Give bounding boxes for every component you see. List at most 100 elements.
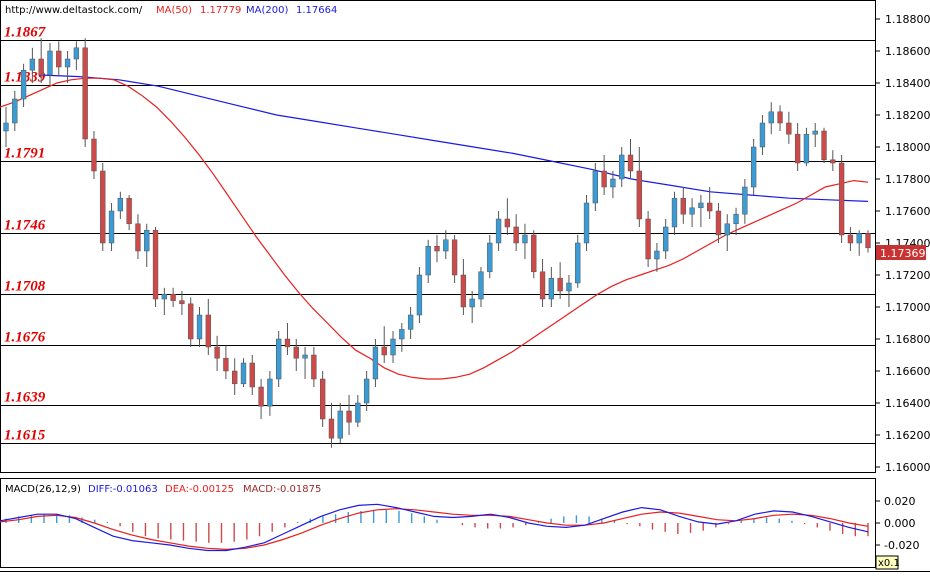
candle[interactable] [355, 395, 361, 427]
candle[interactable] [214, 335, 220, 371]
candle[interactable] [328, 403, 335, 448]
candle[interactable] [126, 195, 132, 231]
candle[interactable] [188, 297, 194, 347]
candle[interactable] [742, 179, 748, 224]
candle[interactable] [152, 227, 159, 307]
candle[interactable] [759, 115, 766, 155]
candle[interactable] [451, 235, 458, 283]
candle[interactable] [302, 347, 308, 379]
candle[interactable] [108, 203, 115, 251]
candle[interactable] [821, 127, 827, 163]
candle[interactable] [539, 259, 546, 307]
candle[interactable] [56, 41, 62, 75]
candle[interactable] [566, 275, 572, 307]
candle[interactable] [135, 214, 141, 259]
candle[interactable] [381, 326, 387, 363]
candle[interactable] [698, 195, 704, 227]
candle[interactable] [786, 111, 792, 144]
candle[interactable] [267, 371, 273, 416]
candle[interactable] [847, 227, 854, 251]
candle[interactable] [838, 155, 845, 243]
candle[interactable] [293, 339, 299, 371]
candle[interactable] [232, 358, 238, 395]
candle[interactable] [663, 219, 669, 259]
candle[interactable] [513, 214, 519, 251]
candle[interactable] [144, 223, 150, 267]
candle[interactable] [390, 331, 396, 363]
candle[interactable] [522, 223, 528, 259]
candle[interactable] [337, 403, 343, 443]
candle[interactable] [557, 262, 563, 299]
candle[interactable] [733, 207, 739, 235]
candle[interactable] [100, 163, 106, 251]
candle[interactable] [425, 239, 431, 283]
candle[interactable] [161, 287, 167, 315]
candle[interactable] [205, 299, 211, 355]
candle[interactable] [20, 63, 27, 107]
candle[interactable] [82, 38, 88, 147]
candle[interactable] [91, 131, 97, 179]
candle[interactable] [680, 187, 686, 224]
candle[interactable] [469, 291, 475, 323]
candle[interactable] [196, 307, 203, 347]
candle[interactable] [64, 51, 71, 83]
candle[interactable] [768, 102, 774, 135]
candle[interactable] [249, 355, 255, 395]
candle[interactable] [478, 267, 484, 307]
candle[interactable] [363, 371, 370, 411]
candle[interactable] [179, 291, 185, 315]
candle[interactable] [311, 347, 317, 387]
candle[interactable] [671, 191, 678, 235]
candle[interactable] [575, 235, 581, 288]
candle[interactable] [29, 47, 36, 83]
candle[interactable] [610, 171, 616, 199]
candle[interactable] [73, 41, 80, 71]
candle[interactable] [865, 230, 871, 253]
candle[interactable] [495, 211, 502, 251]
candle[interactable] [416, 267, 423, 323]
candle[interactable] [812, 123, 818, 147]
candle[interactable] [619, 147, 625, 187]
candle[interactable] [399, 323, 405, 352]
candle[interactable] [689, 198, 695, 227]
candle[interactable] [794, 123, 801, 171]
zoom-label[interactable]: x0.1 [878, 558, 900, 569]
candle[interactable] [372, 339, 379, 387]
candle[interactable] [803, 127, 810, 167]
candle[interactable] [170, 287, 176, 307]
candle[interactable] [750, 139, 757, 195]
candle[interactable] [38, 38, 44, 83]
candle[interactable] [443, 230, 449, 259]
candle[interactable] [531, 230, 537, 279]
candle[interactable] [654, 243, 660, 272]
candle[interactable] [3, 107, 9, 147]
candle[interactable] [627, 139, 634, 179]
candle[interactable] [284, 323, 291, 355]
candle[interactable] [636, 147, 642, 227]
candle[interactable] [346, 395, 352, 435]
candle[interactable] [583, 195, 590, 251]
candle[interactable] [487, 235, 493, 279]
candle[interactable] [724, 214, 730, 251]
candle[interactable] [856, 230, 862, 256]
candle[interactable] [258, 379, 264, 419]
candle[interactable] [407, 307, 414, 339]
candle[interactable] [240, 358, 247, 387]
candle[interactable] [707, 187, 713, 219]
candle[interactable] [223, 345, 229, 379]
candle[interactable] [12, 91, 18, 131]
candle[interactable] [47, 43, 53, 87]
candle[interactable] [434, 235, 440, 263]
candle[interactable] [601, 155, 607, 195]
candle[interactable] [548, 267, 555, 307]
source-url[interactable]: http://www.deltastock.com/ [5, 5, 143, 16]
candle[interactable] [592, 163, 598, 211]
candle[interactable] [117, 191, 124, 219]
candle[interactable] [830, 150, 836, 171]
candle[interactable] [460, 259, 467, 315]
candlestick-series[interactable] [3, 38, 871, 448]
candle[interactable] [504, 198, 511, 235]
candle[interactable] [715, 203, 722, 243]
